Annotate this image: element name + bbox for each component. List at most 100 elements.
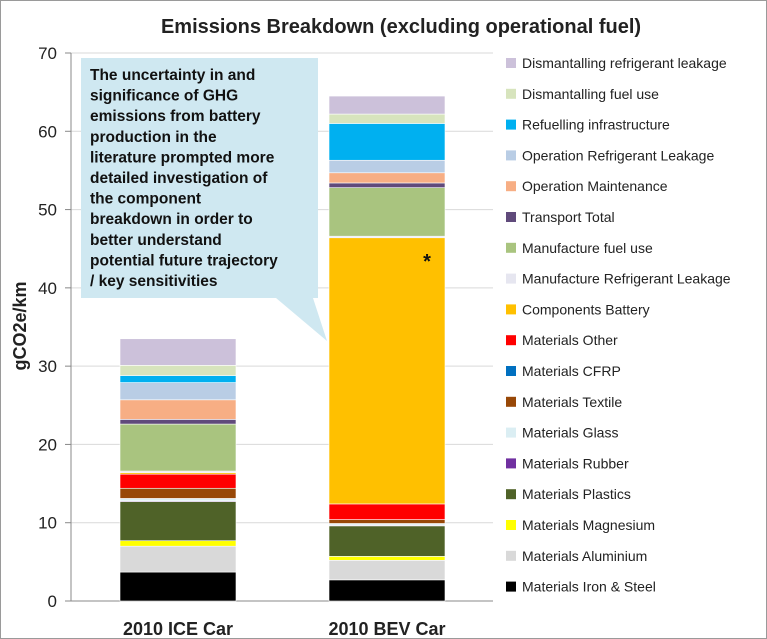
legend-label: Manufacture fuel use xyxy=(522,240,653,256)
legend-item: Manufacture fuel use xyxy=(506,240,653,256)
callout-line: literature prompted more xyxy=(90,149,275,166)
legend-swatch xyxy=(506,304,516,315)
legend-item: Operation Maintenance xyxy=(506,178,668,194)
legend-swatch xyxy=(506,88,516,99)
bars: 2010 ICE Car 2010 BEV Car * xyxy=(119,95,446,638)
bar-segment xyxy=(328,123,446,161)
legend-swatch xyxy=(506,181,516,192)
bar-segment xyxy=(328,172,446,184)
bar-segment xyxy=(119,501,237,542)
legend-swatch xyxy=(506,427,516,438)
bar-segment xyxy=(328,503,446,520)
bar-segment xyxy=(328,237,446,505)
legend-label: Materials Rubber xyxy=(522,455,629,471)
callout-line: potential future trajectory xyxy=(90,252,278,269)
legend-label: Components Battery xyxy=(522,301,650,317)
bar-segment xyxy=(328,182,446,188)
legend-label: Materials Plastics xyxy=(522,486,631,502)
callout-line: The uncertainty in and xyxy=(90,67,255,84)
bar-segment xyxy=(119,498,237,502)
legend-label: Operation Refrigerant Leakage xyxy=(522,147,714,163)
legend-label: Materials Other xyxy=(522,332,618,348)
legend-item: Materials Glass xyxy=(506,425,618,441)
bar-segment xyxy=(328,113,446,124)
legend-item: Dismantalling refrigerant leakage xyxy=(506,55,727,71)
bar-segment xyxy=(119,545,237,573)
legend-item: Transport Total xyxy=(506,209,615,225)
legend-item: Manufacture Refrigerant Leakage xyxy=(506,271,731,287)
legend-swatch xyxy=(506,335,516,346)
y-axis: 0 10 20 30 40 50 60 70 xyxy=(38,44,493,611)
bar-segment xyxy=(328,95,446,115)
legend-label: Transport Total xyxy=(522,209,615,225)
legend-swatch xyxy=(506,458,516,469)
y-tick-label: 0 xyxy=(48,592,57,611)
bar-stack-0 xyxy=(119,338,237,602)
legend-item: Dismantalling fuel use xyxy=(506,86,659,102)
legend-label: Materials Iron & Steel xyxy=(522,579,656,595)
bar-segment xyxy=(119,399,237,420)
bar-segment xyxy=(328,525,446,557)
bar-segment xyxy=(328,187,446,237)
legend-swatch xyxy=(506,58,516,68)
chart-title: Emissions Breakdown (excluding operation… xyxy=(161,16,641,38)
legend-label: Materials Glass xyxy=(522,425,618,441)
callout-line: breakdown in order to xyxy=(90,211,253,228)
bar-segment xyxy=(328,556,446,561)
y-tick-label: 50 xyxy=(38,201,57,220)
legend-item: Materials CFRP xyxy=(506,363,621,379)
callout-box xyxy=(81,58,327,341)
annotation-asterisk: * xyxy=(423,251,431,273)
y-axis-label: gCO2e/km xyxy=(10,281,30,370)
legend-item: Materials Textile xyxy=(506,394,622,410)
bar-segment xyxy=(119,382,237,401)
bar-segment xyxy=(119,419,237,425)
bar-segment xyxy=(119,487,237,499)
callout-line: production in the xyxy=(90,129,217,146)
bar-segment xyxy=(328,519,446,524)
callout-line: detailed investigation of xyxy=(90,170,268,187)
y-tick-label: 60 xyxy=(38,122,57,141)
y-tick-label: 20 xyxy=(38,435,57,454)
legend-item: Materials Rubber xyxy=(506,455,629,471)
bar-segment xyxy=(328,579,446,602)
legend-label: Manufacture Refrigerant Leakage xyxy=(522,271,731,287)
legend-swatch xyxy=(506,119,516,130)
legend-label: Materials CFRP xyxy=(522,363,621,379)
legend-label: Dismantalling fuel use xyxy=(522,86,659,102)
legend-swatch xyxy=(506,242,516,253)
legend-swatch xyxy=(506,550,516,561)
legend-item: Components Battery xyxy=(506,301,650,317)
y-tick-label: 10 xyxy=(38,514,57,533)
y-tick-label: 40 xyxy=(38,279,57,298)
legend-label: Materials Textile xyxy=(522,394,622,410)
callout-line: the component xyxy=(90,191,201,208)
legend-swatch xyxy=(506,212,516,222)
x-tick-label: 2010 ICE Car xyxy=(123,619,233,638)
legend-item: Materials Iron & Steel xyxy=(506,579,656,595)
bar-segment xyxy=(119,423,237,472)
y-tick-label: 70 xyxy=(38,44,57,63)
legend-label: Refuelling infrastructure xyxy=(522,117,670,133)
bar-segment xyxy=(119,365,237,376)
legend-swatch xyxy=(506,396,516,407)
bar-segment xyxy=(119,338,237,366)
bar-segment xyxy=(119,571,237,602)
callout-line: significance of GHG xyxy=(90,88,238,105)
bar-stack-1 xyxy=(328,95,446,602)
callout-line: emissions from battery xyxy=(90,108,261,125)
bar-segment xyxy=(119,540,237,547)
callout-line: / key sensitivities xyxy=(90,273,218,290)
legend-item: Materials Plastics xyxy=(506,486,631,502)
legend-item: Refuelling infrastructure xyxy=(506,117,670,133)
legend-swatch xyxy=(506,273,516,284)
legend: Dismantalling refrigerant leakage Dismant… xyxy=(506,55,731,595)
x-tick-label: 2010 BEV Car xyxy=(328,619,445,638)
legend-label: Dismantalling refrigerant leakage xyxy=(522,55,727,71)
legend-swatch xyxy=(506,489,516,500)
bar-segment xyxy=(328,159,446,174)
legend-label: Operation Maintenance xyxy=(522,178,668,194)
legend-swatch xyxy=(506,581,516,592)
